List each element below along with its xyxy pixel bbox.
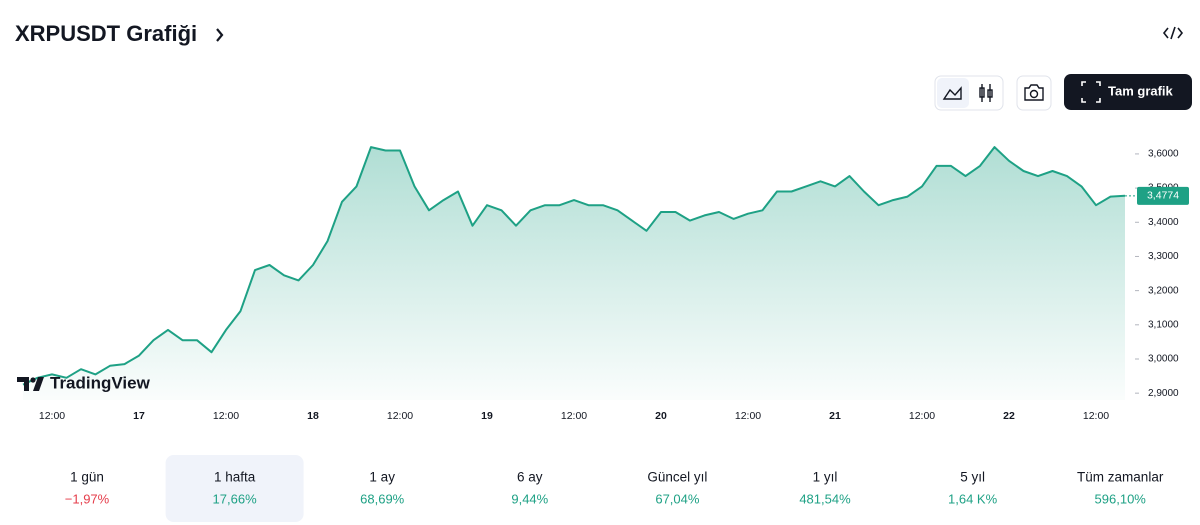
last-price-label: 3,4774	[1147, 190, 1179, 202]
plot: 2,90003,00003,10003,20003,30003,40003,50…	[22, 146, 1189, 422]
fullscreen-icon	[1081, 81, 1101, 103]
y-tick-label: 3,3000	[1148, 251, 1179, 262]
period-change[interactable]: −1,97%	[65, 491, 110, 506]
x-tick-label: 12:00	[735, 410, 761, 422]
period-change[interactable]: 481,54%	[799, 491, 851, 506]
period-label[interactable]: 5 yıl	[960, 470, 985, 485]
period-change[interactable]: 596,10%	[1095, 491, 1147, 506]
x-tick-label: 22	[1003, 410, 1015, 422]
full-chart-label[interactable]: Tam grafik	[1108, 83, 1174, 98]
y-tick-label: 3,1000	[1148, 319, 1179, 330]
x-tick-label: 18	[307, 410, 319, 422]
title-chevron[interactable]	[216, 28, 224, 42]
x-tick-label: 19	[481, 410, 493, 422]
y-tick-label: 3,2000	[1148, 285, 1179, 296]
period-label[interactable]: 6 ay	[517, 470, 543, 485]
x-tick-label: 12:00	[39, 410, 65, 422]
period-label[interactable]: 1 ay	[369, 470, 395, 485]
y-tick-label: 3,6000	[1148, 149, 1179, 160]
x-tick-label: 12:00	[1083, 410, 1109, 422]
period-change[interactable]: 17,66%	[213, 491, 258, 506]
selected-period-bg	[165, 455, 304, 522]
y-tick-label: 3,0000	[1148, 354, 1179, 365]
period-label[interactable]: 1 hafta	[214, 470, 256, 485]
period-change[interactable]: 9,44%	[511, 491, 548, 506]
candle-style-button[interactable]	[979, 84, 993, 102]
period-label[interactable]: 1 gün	[70, 470, 104, 485]
performance-row: 1 gün −1,97% 1 hafta 17,66% 1 ay 68,69% 6 ay 9,…	[65, 455, 1164, 522]
x-tick-label: 12:00	[561, 410, 587, 422]
area-fill	[23, 147, 1125, 400]
area-icon	[942, 86, 962, 100]
period-change[interactable]: 68,69%	[360, 491, 405, 506]
period-change[interactable]: 67,04%	[655, 491, 700, 506]
snapshot-button[interactable]	[1016, 75, 1052, 111]
watermark-text: TradingView	[50, 373, 151, 392]
x-tick-label: 21	[829, 410, 841, 422]
x-tick-label: 12:00	[387, 410, 413, 422]
last-price-tag	[1137, 186, 1189, 205]
price-line	[22, 146, 1126, 386]
period-label[interactable]: Tüm zamanlar	[1077, 470, 1164, 485]
y-tick-label: 2,9000	[1148, 388, 1179, 399]
title[interactable]: XRPUSDT Grafiği	[15, 21, 197, 46]
x-tick-label: 20	[655, 410, 667, 422]
camera-icon	[1024, 84, 1044, 101]
period-change[interactable]: 1,64 K%	[948, 491, 998, 506]
x-tick-label: 12:00	[909, 410, 935, 422]
embed-icon[interactable]	[1162, 26, 1184, 40]
period-label[interactable]: 1 yıl	[813, 470, 838, 485]
period-label[interactable]: Güncel yıl	[647, 470, 707, 485]
x-tick-label: 12:00	[213, 410, 239, 422]
full-chart-button[interactable]	[1064, 74, 1192, 110]
watermark: TradingView	[17, 373, 151, 392]
x-tick-label: 17	[133, 410, 145, 422]
y-tick-label: 3,4000	[1148, 217, 1179, 228]
